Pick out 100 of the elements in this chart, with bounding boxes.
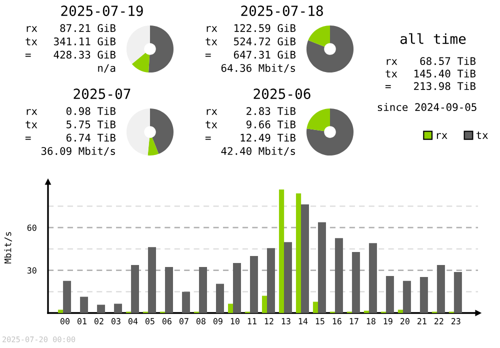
text: 0.98 TiB: [66, 106, 116, 116]
x-tick-label: 17: [350, 318, 358, 324]
text: 122.59 GiB: [234, 24, 296, 32]
text: 647.31 GiB: [234, 50, 296, 59]
bar: [402, 280, 411, 313]
legend-label: rx: [436, 133, 448, 139]
bar: [97, 304, 106, 313]
bar: [312, 302, 318, 313]
bar: [228, 304, 234, 313]
x-tick-label: 19: [384, 318, 392, 324]
bar: [398, 310, 404, 313]
bar: [63, 280, 72, 313]
text: 428.33 GiB: [54, 50, 116, 59]
bar: [216, 284, 224, 313]
text: 213.98 TiB: [414, 82, 476, 90]
text: 6.74 TiB: [66, 134, 116, 142]
bar: [131, 265, 140, 313]
text: rx: [206, 109, 218, 115]
y-axis-title: Mbit/s: [4, 232, 12, 264]
bar: [80, 296, 88, 313]
bar: [233, 263, 241, 313]
bar: [296, 193, 302, 313]
donut-slice: [126, 108, 150, 156]
text: =: [25, 136, 31, 140]
text: =: [25, 54, 31, 57]
bar: [182, 292, 190, 313]
bar: [454, 272, 462, 313]
donut-slice: [308, 25, 330, 47]
text: since 2024-09-05: [378, 102, 476, 112]
y-tick-label: 30: [27, 267, 36, 274]
x-tick-label: 00: [60, 318, 70, 324]
donut-slice: [306, 108, 354, 156]
text: 87.21 GiB: [60, 24, 116, 32]
bar: [436, 265, 445, 313]
bar: [58, 310, 64, 313]
legend-label: tx: [476, 132, 488, 139]
x-tick-label: 03: [112, 318, 120, 324]
x-tick-label: 16: [332, 318, 342, 324]
text: 64.36 Mbit/s: [221, 64, 295, 73]
text: =: [205, 54, 211, 57]
text: 42.40 Mbit/s: [221, 146, 295, 156]
donut-slice: [150, 108, 174, 154]
x-tick-label: 20: [400, 318, 410, 324]
donut-slice: [126, 25, 150, 64]
x-tick-label: 14: [298, 318, 308, 324]
bar: [278, 190, 284, 313]
chart-title: 2025-07: [74, 88, 130, 100]
x-tick-label: 02: [94, 318, 104, 324]
x-tick-label: 07: [179, 318, 188, 324]
text: 68.57 TiB: [420, 56, 476, 66]
text: 12.49 TiB: [240, 134, 296, 142]
bar: [262, 296, 268, 313]
text: 145.40 TiB: [414, 69, 476, 78]
x-tick-label: 06: [162, 318, 172, 324]
text: 2.83 TiB: [246, 106, 296, 116]
x-tick-label: 12: [264, 318, 274, 324]
chart-title: 2025-07-18: [241, 6, 323, 16]
text: 36.09 Mbit/s: [41, 146, 115, 156]
x-tick-label: 08: [196, 318, 206, 324]
bar: [352, 252, 360, 313]
x-tick-label: 13: [282, 318, 290, 324]
text: =: [385, 85, 391, 88]
text: 9.66 TiB: [246, 120, 296, 128]
text: tx: [206, 120, 218, 128]
x-tick-label: 01: [78, 318, 86, 324]
text: 5.75 TiB: [66, 120, 116, 128]
x-tick-label: 04: [128, 318, 138, 324]
x-tick-label: 23: [452, 318, 460, 324]
x-tick-label: 21: [418, 318, 426, 324]
x-tick-label: 05: [146, 318, 154, 324]
chart-title: 2025-07-19: [61, 6, 143, 16]
chart-title: 2025-06: [254, 88, 310, 100]
bar: [318, 222, 326, 313]
donut-slice: [306, 25, 354, 73]
text: tx: [386, 70, 398, 78]
text: =: [205, 136, 211, 140]
bar: [199, 267, 207, 313]
x-tick-label: 22: [434, 318, 444, 324]
text: 341.11 GiB: [54, 37, 116, 46]
donut-slice: [132, 52, 150, 72]
bar: [165, 267, 174, 313]
donut-slice: [148, 137, 159, 156]
text: n/a: [98, 64, 116, 73]
text: rx: [26, 26, 38, 32]
x-tick-label: 15: [316, 318, 324, 324]
x-tick-label: 09: [213, 318, 222, 324]
bar: [266, 248, 275, 313]
bar: [148, 247, 156, 313]
bar: [114, 304, 122, 313]
text: rx: [386, 59, 398, 65]
bar: [420, 276, 428, 313]
text: rx: [26, 109, 38, 115]
bar: [368, 243, 377, 313]
bar: [250, 256, 258, 313]
x-tick-label: 11: [248, 318, 256, 324]
x-tick-label: 18: [366, 318, 376, 324]
donut-slice: [306, 108, 330, 132]
bar: [300, 204, 309, 313]
donut-slice: [148, 25, 174, 73]
text: rx: [206, 26, 218, 32]
